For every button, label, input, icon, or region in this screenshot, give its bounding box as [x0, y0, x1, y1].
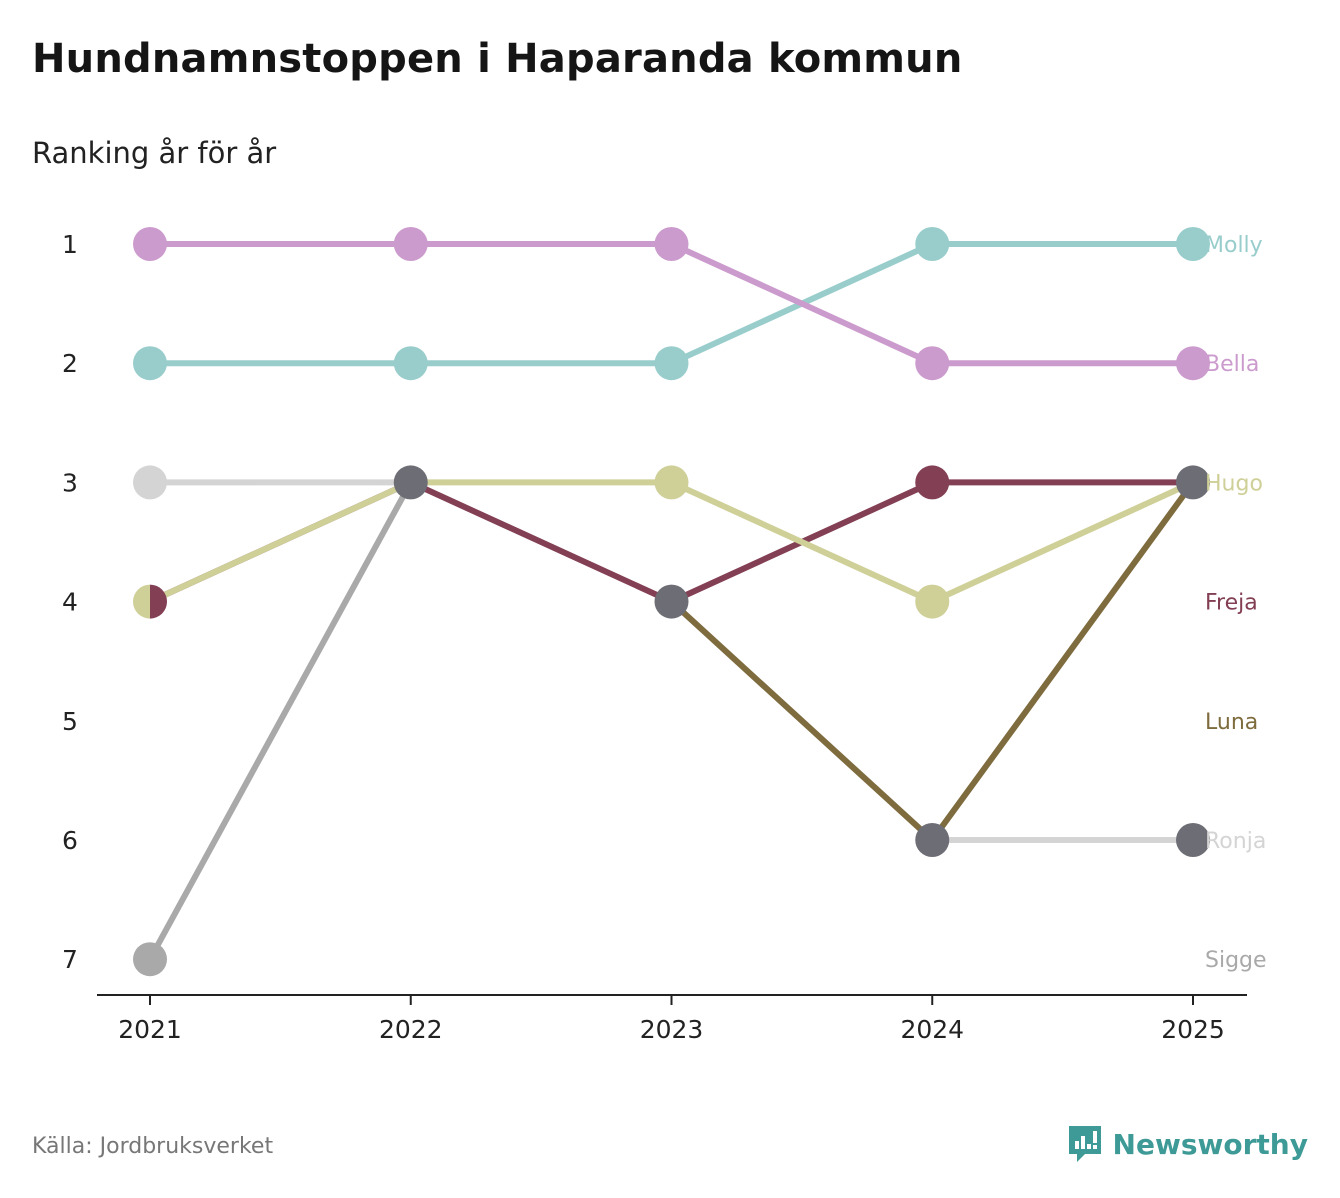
point-bella-2023 — [654, 227, 689, 261]
point-molly-2022 — [393, 346, 428, 381]
point-molly-2024 — [915, 227, 950, 261]
source-note: Källa: Jordbruksverket — [32, 1134, 274, 1159]
point-hugo-2024 — [915, 584, 950, 619]
point-sigge-2021 — [133, 942, 167, 977]
x-tick-label-2021: 2021 — [118, 1015, 182, 1044]
y-tick-label-3: 3 — [62, 468, 78, 497]
shared-point-2021-rank-4-right — [150, 584, 167, 619]
line-segment-luna-2024 — [929, 479, 1196, 843]
point-hugo-2023 — [654, 465, 689, 500]
end-label-hugo: Hugo — [1205, 471, 1263, 496]
point-molly-2021 — [133, 346, 167, 381]
point-molly-2023 — [654, 346, 689, 381]
shared-point-2025-rank-6 — [1176, 823, 1210, 857]
end-label-bella: Bella — [1205, 352, 1259, 377]
newsworthy-logo-icon — [1068, 1126, 1101, 1162]
line-segment-hugo-2024 — [929, 479, 1196, 605]
point-molly-2025 — [1176, 227, 1210, 261]
end-label-freja: Freja — [1205, 591, 1258, 616]
y-tick-label-4: 4 — [62, 588, 78, 617]
shared-point-2022-rank-3 — [393, 465, 428, 500]
y-tick-label-6: 6 — [62, 826, 78, 855]
chart-subtitle: Ranking år för år — [32, 136, 277, 170]
x-tick-label-2024: 2024 — [900, 1015, 964, 1044]
x-axis: 2021 2022 2023 2024 2025 — [97, 994, 1247, 1044]
end-label-ronja: Ronja — [1205, 829, 1266, 854]
line-segment-freja-2022 — [407, 479, 675, 605]
shared-points — [133, 465, 1210, 857]
brand-logo: Newsworthy — [1067, 1124, 1308, 1164]
line-segment-bella-2023 — [668, 241, 936, 367]
y-tick-label-7: 7 — [62, 945, 78, 974]
end-label-luna: Luna — [1205, 710, 1258, 735]
x-tick-label-2022: 2022 — [379, 1015, 443, 1044]
shared-point-2023-rank-4 — [654, 584, 689, 619]
chart-title: Hundnamnstoppen i Haparanda kommun — [32, 36, 963, 82]
shared-point-2024-rank-6 — [915, 823, 950, 857]
line-segment-hugo-2021 — [147, 479, 414, 605]
point-bella-2025 — [1176, 346, 1210, 381]
point-bella-2022 — [393, 227, 428, 261]
point-bella-2024 — [915, 346, 950, 381]
shared-point-2021-rank-4-left — [133, 584, 150, 619]
line-segment-luna-2023 — [668, 598, 936, 843]
x-tick-label-2023: 2023 — [640, 1015, 704, 1044]
y-tick-label-5: 5 — [62, 707, 78, 736]
point-freja-2024 — [915, 465, 950, 500]
line-segment-sigge-2021 — [147, 479, 414, 963]
shared-point-2025-rank-3 — [1176, 465, 1210, 500]
line-segment-hugo-2023 — [668, 479, 936, 605]
series-lines — [147, 241, 1196, 963]
brand-name: Newsworthy — [1112, 1127, 1308, 1161]
series-points — [133, 227, 1210, 977]
point-ronja-2021 — [133, 465, 167, 500]
end-labels: Molly Bella Hugo Freja Luna Ronja Sigge — [1205, 233, 1267, 973]
y-tick-label-1: 1 — [62, 230, 78, 259]
y-axis-labels: 1 2 3 4 5 6 7 — [62, 230, 78, 974]
point-bella-2021 — [133, 227, 167, 261]
end-label-sigge: Sigge — [1205, 948, 1267, 973]
end-label-molly: Molly — [1205, 233, 1263, 258]
x-tick-label-2025: 2025 — [1161, 1015, 1225, 1044]
y-tick-label-2: 2 — [62, 349, 78, 378]
